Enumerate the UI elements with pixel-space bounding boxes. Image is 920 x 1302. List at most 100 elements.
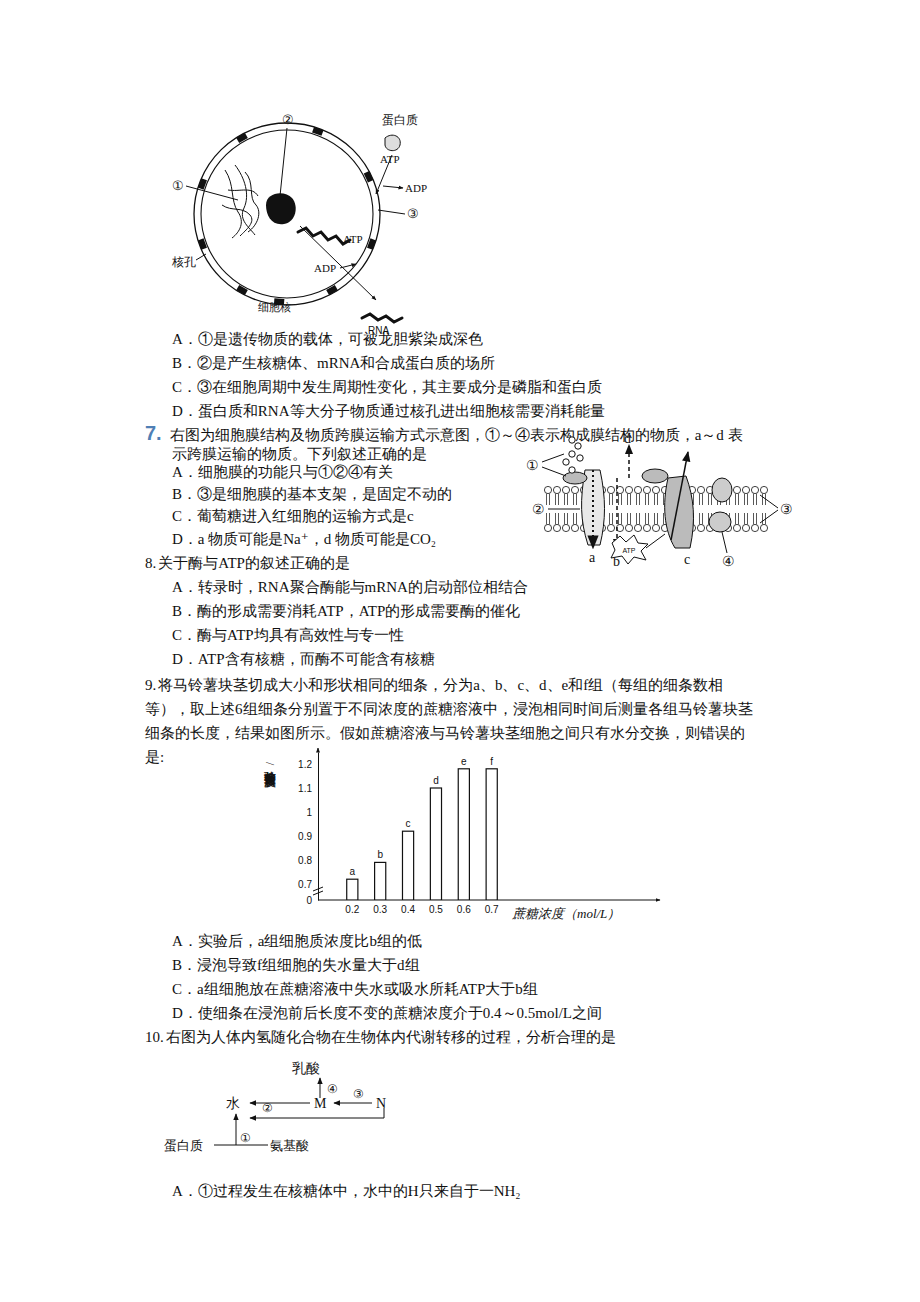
lipid-tail (735, 513, 736, 524)
option: A．实验后，a组细胞质浓度比b组的低 (172, 933, 422, 949)
lipid-tail (555, 513, 556, 524)
connector (760, 495, 778, 508)
lipid-tail (576, 494, 577, 505)
connector (214, 1145, 236, 1146)
chromatin (225, 170, 241, 238)
phospholipid-head (643, 486, 650, 493)
lipid-tail (693, 494, 694, 505)
nucleus-figure: ②蛋白质ATPADP③①ATPADP核孔细胞核RNA (171, 112, 427, 336)
question-stem: 是: (145, 749, 164, 765)
bar-annotation: a (350, 866, 356, 877)
label: ② (532, 502, 545, 517)
x-axis-title: 蔗糖浓度（mol/L） (512, 906, 620, 921)
lipid-tail (627, 513, 628, 524)
node-label: 乳酸 (292, 1061, 320, 1076)
connector (616, 478, 618, 548)
x-tick: 0.6 (457, 900, 471, 915)
sugar-chain (563, 459, 569, 465)
label: d (624, 431, 631, 446)
lipid-tail (702, 513, 703, 524)
lipid-tail (558, 513, 559, 524)
lipid-tail (738, 494, 739, 505)
x-tick-label: 0.7 (485, 904, 499, 915)
lipid-tail (648, 513, 649, 524)
y-tick: 0.7 (298, 879, 318, 890)
x-tick: 0.7 (485, 900, 499, 915)
option: A．①是遗传物质的载体，可被龙胆紫染成深色 (172, 331, 483, 347)
lipid-tail (567, 513, 568, 524)
node-label: N (376, 1096, 386, 1111)
option: B．③是细胞膜的基本支架，是固定不动的 (172, 486, 452, 502)
y-tick-label: 0.7 (298, 879, 312, 890)
bar (430, 788, 441, 900)
x-tick: 0.4 (401, 900, 415, 915)
phospholipid-head (760, 524, 767, 531)
lipid-tail (621, 494, 622, 505)
phospholipid-head (625, 486, 632, 493)
metabolism-figure: 乳酸④水M②N③蛋白质氨基酸① (164, 1061, 386, 1153)
lipid-tail (636, 513, 637, 524)
connector (196, 254, 206, 260)
connector (542, 467, 566, 476)
lipid-tail (546, 513, 547, 524)
label: ② (282, 112, 294, 127)
label: ADP (405, 182, 427, 194)
phospholipid-head (625, 524, 632, 531)
y-tick-label: 1.1 (298, 783, 312, 794)
lipid-tail (555, 494, 556, 505)
lipid-tail (549, 494, 550, 505)
inner-membrane (201, 130, 373, 298)
lipid-tail (735, 494, 736, 505)
nucleolus (266, 193, 296, 224)
lipid-tail (702, 494, 703, 505)
sugar-chain (577, 455, 583, 461)
phospholipid-head (634, 524, 641, 531)
label: ATP (622, 547, 635, 554)
question-stem: 示跨膜运输的物质。下列叙述正确的是 (172, 446, 427, 462)
connector (186, 186, 238, 200)
page: ②蛋白质ATPADP③①ATPADP核孔细胞核RNAA．①是遗传物质的载体，可被… (0, 0, 920, 1302)
connector (548, 509, 580, 510)
lipid-tail (747, 494, 748, 505)
bar (458, 769, 469, 900)
phospholipid-head (553, 524, 560, 531)
bars (347, 769, 498, 900)
label: 核孔 (171, 255, 196, 269)
x-tick: 0.3 (373, 900, 387, 915)
phospholipid-head (733, 486, 740, 493)
lipid-tail (618, 513, 619, 524)
phospholipid-head (607, 524, 614, 531)
sugar-chain (569, 451, 575, 457)
bar-annotation: d (433, 775, 439, 786)
lipid-tail (738, 513, 739, 524)
question-stem: 右图为人体内氢随化合物在生物体内代谢转移的过程，分析合理的是 (166, 1029, 616, 1045)
lipid-tail (762, 513, 763, 524)
x-tick: 0.2 (345, 900, 359, 915)
connector (760, 510, 778, 523)
lipid-tail (576, 513, 577, 524)
y-tick: 1.1 (298, 783, 318, 794)
lipid-tail (744, 494, 745, 505)
chromatin (222, 205, 252, 236)
lipid-tail (756, 513, 757, 524)
option: C．酶与ATP均具有高效性与专一性 (172, 627, 404, 643)
lipid-tail (609, 494, 610, 505)
phospholipid-head (652, 486, 659, 493)
carrier-protein (665, 476, 694, 548)
node-label: 水 (226, 1096, 240, 1111)
lipid-tail (663, 513, 664, 524)
lipid-tail (639, 494, 640, 505)
lipid-tail (546, 494, 547, 505)
bar-annotation: c (406, 818, 411, 829)
question-text: A．①是遗传物质的载体，可被龙胆紫染成深色B．②是产生核糖体、mRNA和合成蛋白… (145, 331, 753, 1199)
question-stem: 将马铃薯块茎切成大小和形状相同的细条，分为a、b、c、d、e和f组（每组的细条数… (157, 677, 723, 693)
y-tick: 0.8 (298, 855, 318, 866)
lipid-tail (663, 494, 664, 505)
y-tick-label: 0 (306, 895, 312, 906)
nuclear-pore (364, 171, 374, 183)
y-tick-label: 0.8 (298, 855, 312, 866)
option: C．a组细胞放在蔗糖溶液中失水或吸水所耗ATP大于b组 (172, 981, 538, 997)
option: D．使细条在浸泡前后长度不变的蔗糖浓度介于0.4～0.5mol/L之间 (172, 1005, 602, 1021)
peripheral-protein (563, 472, 587, 484)
connector (250, 1108, 384, 1118)
